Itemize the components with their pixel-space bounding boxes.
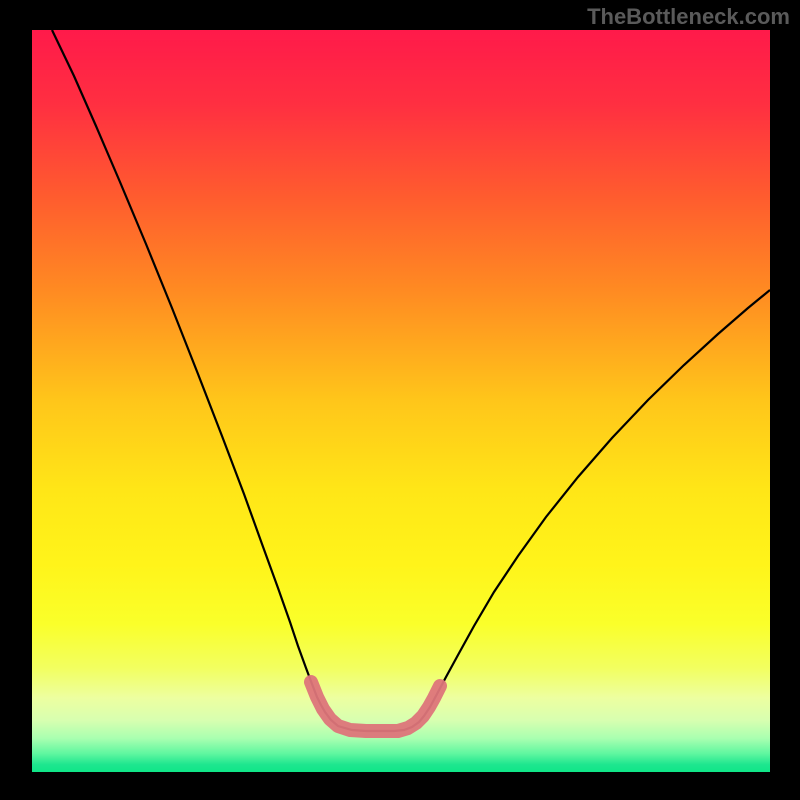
chart-svg bbox=[32, 30, 770, 772]
watermark-text: TheBottleneck.com bbox=[587, 4, 790, 30]
optimal-zone-overlay bbox=[311, 682, 440, 731]
bottleneck-curve bbox=[52, 30, 770, 731]
plot-area bbox=[32, 30, 770, 772]
